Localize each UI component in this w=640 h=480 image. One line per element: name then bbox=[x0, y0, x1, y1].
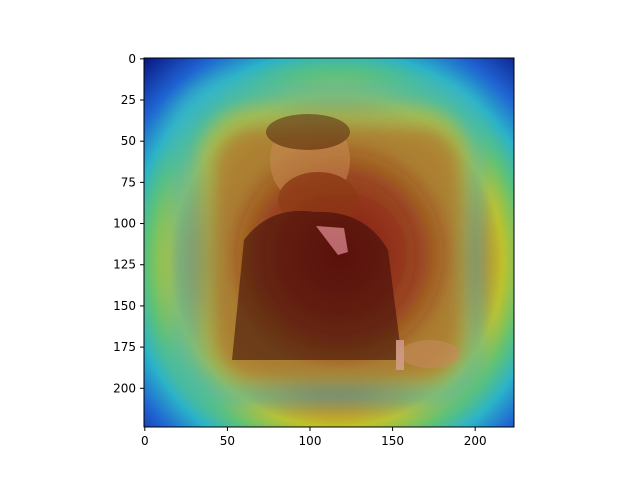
plot-area bbox=[144, 58, 514, 427]
y-tick-label: 200 bbox=[113, 381, 136, 395]
axes-frame bbox=[143, 57, 515, 428]
x-tick-label: 50 bbox=[220, 434, 235, 448]
y-tick-label: 0 bbox=[128, 52, 136, 66]
y-tick-label: 150 bbox=[113, 299, 136, 313]
x-tick-label: 100 bbox=[299, 434, 322, 448]
x-tick-label: 150 bbox=[381, 434, 404, 448]
y-tick-label: 25 bbox=[121, 93, 136, 107]
y-axis: 0 25 50 75 100 125 150 175 200 bbox=[113, 52, 144, 395]
x-tick-label: 200 bbox=[464, 434, 487, 448]
portrait-silhouette bbox=[232, 114, 460, 370]
portrait-hair bbox=[266, 114, 350, 150]
y-tick-label: 75 bbox=[121, 175, 136, 189]
portrait-suit bbox=[232, 210, 402, 360]
x-axis: 0 50 100 150 200 bbox=[141, 427, 487, 448]
y-tick-label: 175 bbox=[113, 340, 136, 354]
portrait-hand bbox=[400, 340, 460, 368]
portrait-cuff bbox=[396, 340, 404, 370]
y-tick-label: 50 bbox=[121, 134, 136, 148]
portrait-shirt bbox=[316, 226, 348, 255]
x-tick-label: 0 bbox=[141, 434, 149, 448]
y-tick-label: 125 bbox=[113, 258, 136, 272]
y-tick-label: 100 bbox=[113, 217, 136, 231]
